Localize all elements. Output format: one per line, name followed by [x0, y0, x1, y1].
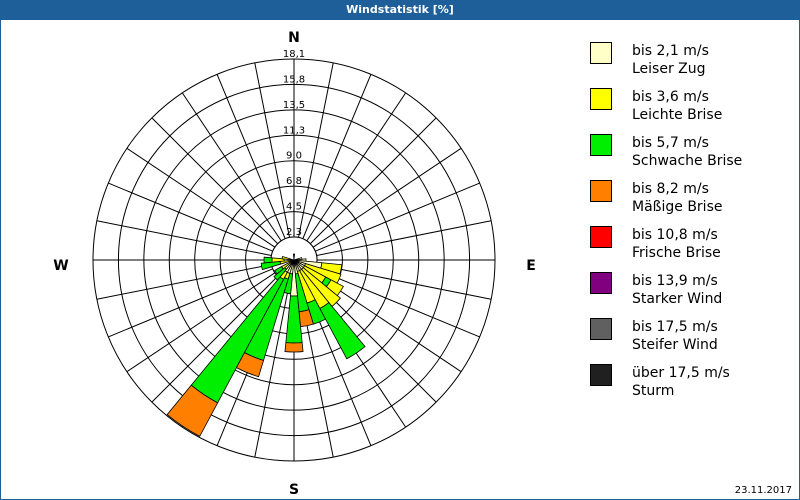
legend-speed: bis 8,2 m/s — [632, 181, 709, 197]
wind-bar-segment — [298, 309, 314, 328]
legend-label: bis 10,8 m/s Frische Brise — [632, 226, 721, 262]
legend-description: Leiser Zug — [632, 61, 706, 77]
legend-description: Steifer Wind — [632, 337, 718, 353]
legend-description: Frische Brise — [632, 245, 721, 261]
legend-label: bis 5,7 m/s Schwache Brise — [632, 134, 742, 170]
wind-bar-segment — [293, 257, 303, 261]
legend-description: Schwache Brise — [632, 153, 743, 169]
direction-label-w: W — [53, 258, 68, 274]
wind-bar-segment — [319, 301, 366, 360]
direction-label-n: N — [288, 30, 300, 46]
legend-label: bis 3,6 m/s Leichte Brise — [632, 88, 722, 124]
wind-bar-segment — [281, 256, 295, 261]
direction-label-s: S — [289, 482, 299, 498]
legend-speed: bis 10,8 m/s — [632, 227, 718, 243]
radial-tick-label: 4,5 — [286, 202, 302, 213]
legend-speed: bis 13,9 m/s — [632, 273, 718, 289]
legend-label: bis 13,9 m/s Starker Wind — [632, 272, 722, 308]
legend-swatch — [590, 180, 612, 202]
legend-swatch — [590, 134, 612, 156]
date-label: 23.11.2017 — [734, 485, 792, 496]
window-title: Windstatistik [%] — [0, 0, 800, 20]
wind-bar-segment — [283, 272, 294, 295]
wind-bar-segment — [293, 258, 307, 262]
wind-bar-segment — [284, 342, 304, 353]
direction-labels: N E S W — [53, 30, 536, 498]
legend-description: Sturm — [632, 383, 675, 399]
wind-bar-segment — [292, 253, 296, 261]
radial-tick-label: 13,5 — [283, 100, 305, 111]
legend-speed: bis 2,1 m/s — [632, 43, 709, 59]
radial-tick-label: 18,1 — [283, 49, 305, 60]
wind-bar-segment — [273, 267, 287, 281]
wind-bar-segment — [166, 384, 219, 437]
radial-tick-label: 2,3 — [286, 227, 302, 238]
wind-bar-segment — [306, 299, 327, 325]
wind-bar-segment — [260, 260, 282, 271]
wind-bar-segment — [301, 267, 341, 307]
legend-description: Starker Wind — [632, 291, 723, 307]
legend-swatch — [590, 318, 612, 340]
legend-speed: bis 17,5 m/s — [632, 319, 718, 335]
legend-swatch — [590, 272, 612, 294]
legend-swatch — [590, 88, 612, 110]
wind-bar-segment — [274, 266, 284, 275]
wind-bar-segment — [304, 262, 342, 284]
legend-swatch — [590, 226, 612, 248]
legend-speed: bis 5,7 m/s — [632, 135, 709, 151]
radial-tick-label: 11,3 — [283, 125, 305, 136]
legend-description: Leichte Brise — [632, 107, 723, 123]
radial-tick-labels: 2,3 4,5 6,8 9,0 11,3 13,5 15,8 18,1 — [283, 49, 305, 238]
direction-label-e: E — [526, 258, 536, 274]
wind-bar-segment — [235, 352, 265, 378]
radial-tick-label: 15,8 — [283, 74, 305, 85]
legend-label: bis 17,5 m/s Steifer Wind — [632, 318, 718, 354]
legend-speed: bis 3,6 m/s — [632, 89, 709, 105]
wind-bar-segment — [320, 262, 343, 275]
legend-speed: über 17,5 m/s — [632, 365, 730, 381]
legend-description: Mäßige Brise — [632, 199, 723, 215]
legend-label: über 17,5 m/s Sturm — [632, 364, 730, 400]
wind-bar-segment — [325, 279, 344, 297]
legend-label: bis 2,1 m/s Leiser Zug — [632, 42, 709, 78]
legend-swatch — [590, 364, 612, 386]
legend-label: bis 8,2 m/s Mäßige Brise — [632, 180, 722, 216]
wind-bars — [166, 253, 366, 437]
wind-bar-segment — [263, 256, 273, 264]
legend-swatch — [590, 42, 612, 64]
radial-tick-label: 6,8 — [286, 176, 302, 187]
radial-tick-label: 9,0 — [286, 151, 302, 162]
